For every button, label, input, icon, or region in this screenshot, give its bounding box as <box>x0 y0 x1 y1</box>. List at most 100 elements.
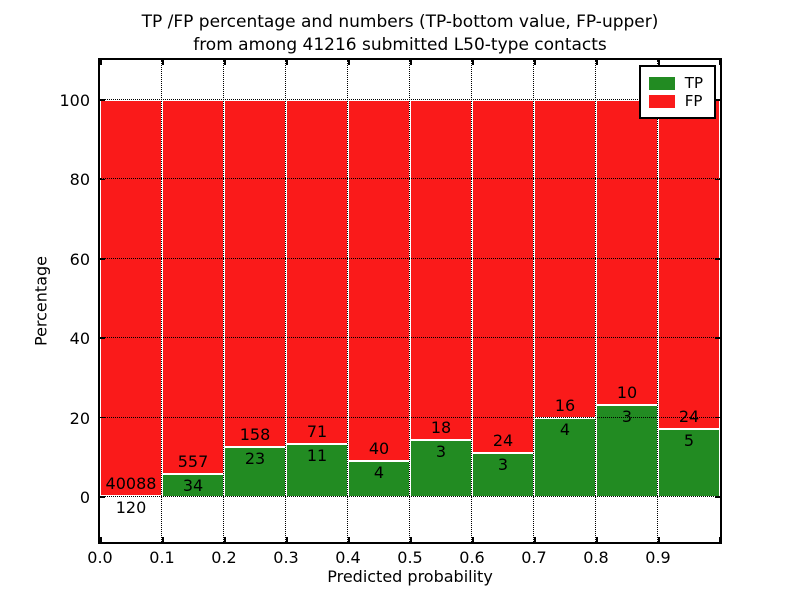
tick-mark <box>715 337 720 339</box>
bar-count-label-fp: 158 <box>239 424 271 444</box>
plot-area: 40088 120 557 34 158 23 71 11 40 4 18 3 24 3 16 4 10 3 24 5… <box>98 58 722 544</box>
grid-line-v <box>533 60 534 542</box>
bar-count-label-fp: 16 <box>554 395 576 415</box>
bar-count-label-tp: 34 <box>182 476 204 496</box>
legend-label-fp: FP <box>684 92 703 110</box>
bar-segment-fp <box>348 100 410 461</box>
chart-title-line2: from among 41216 submitted L50-type cont… <box>193 35 607 55</box>
bar-segment-tp <box>286 443 348 497</box>
tick-mark <box>100 60 102 65</box>
bar-segment-tp <box>658 428 720 497</box>
tick-mark <box>596 60 598 65</box>
x-tick-label: 0.7 <box>521 548 547 567</box>
y-tick-label: 100 <box>59 91 90 111</box>
bar-segment-fp <box>286 100 348 444</box>
grid-line-v <box>285 60 286 542</box>
tick-mark <box>348 60 350 65</box>
bar-count-label-fp: 71 <box>306 421 328 441</box>
grid-line-h <box>100 495 720 497</box>
bar-segment-tp <box>472 452 534 497</box>
plot-inner: 40088 120 557 34 158 23 71 11 40 4 18 3 24 3 16 4 10 3 24 5 <box>100 60 720 542</box>
tick-mark <box>718 537 720 542</box>
grid-line-v <box>657 60 658 542</box>
tick-mark <box>162 537 164 542</box>
bar-segment-fp <box>596 100 658 406</box>
grid-line-h <box>100 178 720 180</box>
grid-line-v <box>595 60 596 542</box>
chart-title: TP /FP percentage and numbers (TP-bottom… <box>0 11 800 57</box>
bar-count-label-fp: 557 <box>177 452 209 472</box>
x-tick-label: 0.9 <box>645 548 671 567</box>
tick-mark <box>472 537 474 542</box>
tick-mark <box>715 416 720 419</box>
bar-segment-tp <box>596 405 658 497</box>
tick-mark <box>410 60 412 65</box>
bar-segment-fp <box>162 100 224 475</box>
legend-swatch-fp-icon <box>648 94 675 108</box>
tick-mark <box>224 60 226 65</box>
grid-line-v <box>161 60 162 542</box>
bar-segment-tp <box>410 440 472 497</box>
bar-count-label-tp: 4 <box>559 419 571 439</box>
x-tick-label: 0.2 <box>211 548 237 567</box>
y-tick-label: 0 <box>79 487 90 507</box>
y-tick-label: 80 <box>69 170 90 190</box>
tick-mark <box>348 537 350 542</box>
x-tick-label: 0.3 <box>273 548 299 567</box>
legend-item-tp: TP <box>648 74 703 92</box>
tick-mark <box>715 178 720 181</box>
tick-mark <box>100 99 105 101</box>
grid-line-h <box>100 337 720 339</box>
tick-mark <box>715 99 720 101</box>
tick-mark <box>100 496 105 498</box>
grid-line-h <box>100 99 720 101</box>
tick-mark <box>658 537 660 542</box>
bar-count-label-tp: 3 <box>621 407 633 427</box>
grid-line-v <box>347 60 348 542</box>
bar-segment-fp <box>224 100 286 447</box>
tick-mark <box>472 60 474 65</box>
x-axis-label: Predicted probability <box>327 567 493 586</box>
tick-mark <box>534 537 536 542</box>
tick-mark <box>100 178 105 181</box>
x-tick-label: 0.8 <box>583 548 609 567</box>
x-tick-label: 0.6 <box>459 548 485 567</box>
tick-mark <box>410 537 412 542</box>
grid-line-v <box>471 60 472 542</box>
grid-line-v <box>409 60 410 542</box>
bar-count-label-tp: 3 <box>435 442 447 462</box>
tick-mark <box>286 60 288 65</box>
tick-mark <box>596 537 598 542</box>
tick-mark <box>100 258 105 260</box>
tick-mark <box>715 496 720 498</box>
bar-count-label-tp: 23 <box>244 448 266 468</box>
bar-count-label-tp: 120 <box>115 497 147 517</box>
bar-segment-tp <box>224 446 286 497</box>
legend-swatch-tp-icon <box>648 76 675 90</box>
grid-line-v <box>223 60 224 542</box>
tick-mark <box>100 537 102 542</box>
x-tick-label: 0.5 <box>397 548 423 567</box>
tick-mark <box>224 537 226 542</box>
bar-count-label-fp: 24 <box>678 406 700 426</box>
legend-label-tp: TP <box>684 74 703 92</box>
tick-mark <box>100 337 105 339</box>
bar-count-label-tp: 3 <box>497 454 509 474</box>
bar-segment-fp <box>472 100 534 453</box>
tick-mark <box>715 258 720 260</box>
grid-line-h <box>100 416 720 418</box>
legend: TP FP <box>638 65 716 119</box>
bar-segment-fp <box>658 100 720 429</box>
bar-count-label-fp: 40088 <box>105 473 157 493</box>
bar-count-label-fp: 24 <box>492 430 514 450</box>
bar-segment-fp <box>100 100 162 496</box>
bar-count-label-fp: 18 <box>430 418 452 438</box>
tick-mark <box>286 537 288 542</box>
bar-segment-tp <box>348 460 410 497</box>
bar-segment-fp <box>410 100 472 441</box>
legend-item-fp: FP <box>648 92 703 110</box>
tick-mark <box>658 60 660 65</box>
tick-mark <box>718 60 720 65</box>
bar-count-label-tp: 11 <box>306 445 328 465</box>
